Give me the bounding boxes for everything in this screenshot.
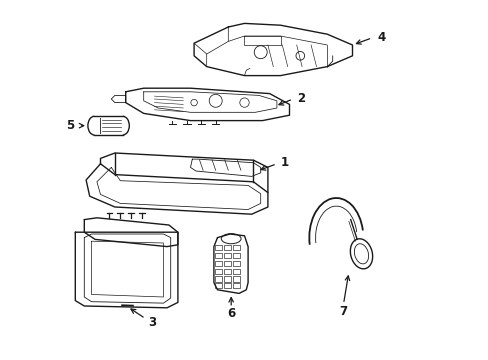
Text: 2: 2: [297, 92, 305, 105]
Text: 6: 6: [226, 307, 235, 320]
Bar: [233, 261, 239, 266]
Bar: [224, 269, 230, 274]
Bar: [215, 276, 222, 282]
Bar: [224, 276, 230, 282]
Text: 5: 5: [66, 119, 75, 132]
Text: 7: 7: [339, 305, 347, 318]
Bar: [224, 283, 230, 288]
Bar: [215, 261, 222, 266]
Bar: [215, 245, 222, 250]
Bar: [233, 283, 239, 288]
Bar: [215, 283, 222, 288]
Bar: [224, 261, 230, 266]
Text: 1: 1: [280, 156, 288, 169]
Text: 3: 3: [147, 316, 156, 329]
Bar: [233, 269, 239, 274]
Bar: [215, 269, 222, 274]
Bar: [233, 253, 239, 258]
Bar: [233, 245, 239, 250]
Bar: [233, 276, 239, 282]
Bar: [215, 253, 222, 258]
Bar: [224, 245, 230, 250]
Bar: [224, 253, 230, 258]
Text: 4: 4: [377, 31, 386, 44]
